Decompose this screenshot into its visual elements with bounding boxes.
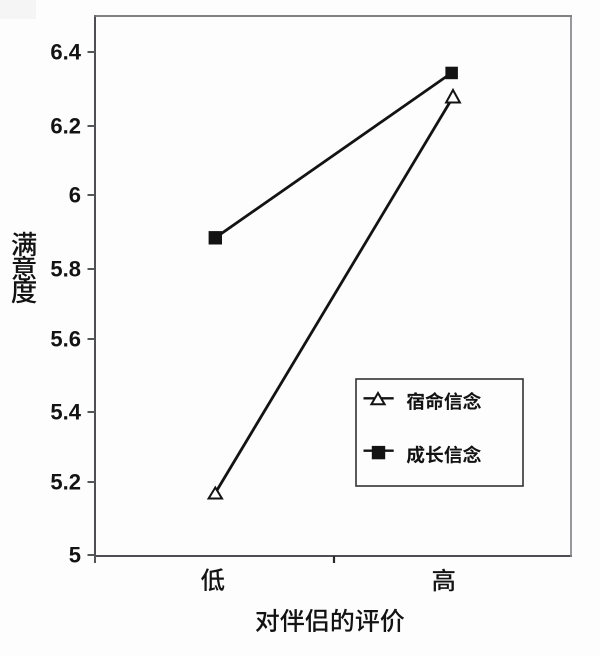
- svg-text:5.8: 5.8: [50, 257, 81, 282]
- svg-text:6.2: 6.2: [50, 114, 81, 139]
- svg-text:5.6: 5.6: [50, 327, 81, 352]
- svg-text:6.4: 6.4: [50, 40, 81, 65]
- svg-text:5.4: 5.4: [50, 400, 81, 425]
- svg-text:6: 6: [69, 183, 81, 208]
- svg-text:5.2: 5.2: [50, 470, 81, 495]
- svg-text:5: 5: [69, 543, 81, 568]
